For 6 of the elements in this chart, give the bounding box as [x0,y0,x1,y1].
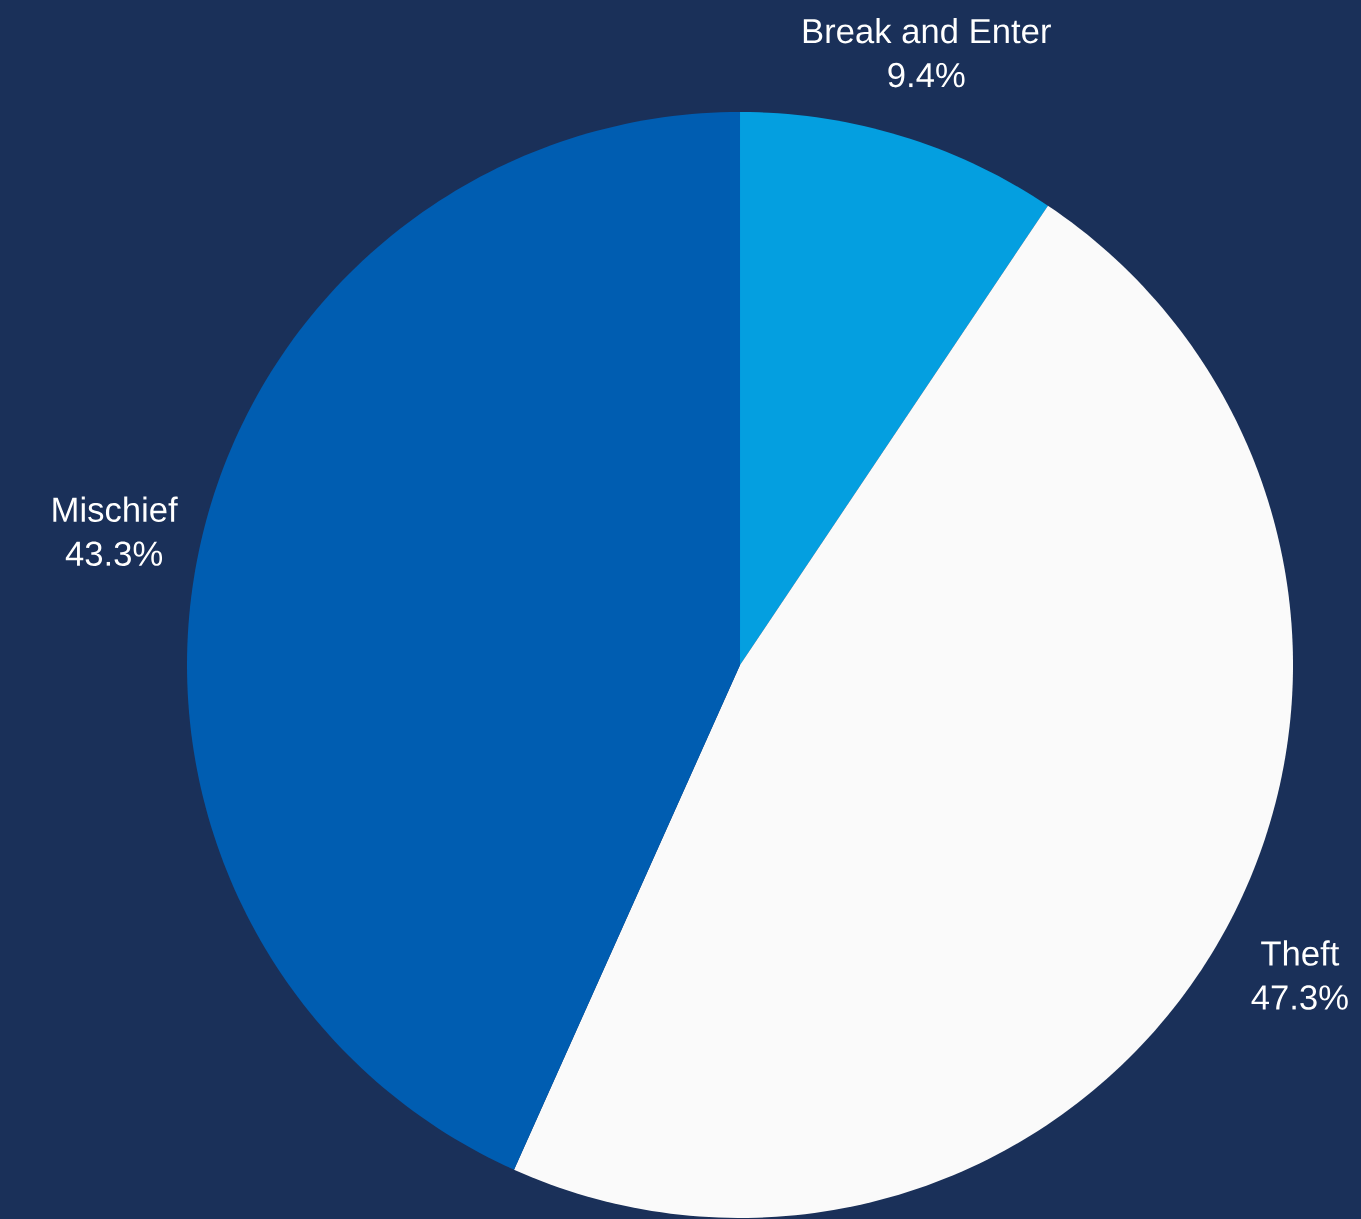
data-label: 9.4% [888,62,965,88]
data-label: 47.3% [1251,985,1348,1010]
slice-label: Break and Enter [803,17,1051,44]
slice-label: Theft [1261,940,1340,966]
data-label: 43.3% [65,541,163,566]
slice-label: Mischief [53,496,178,522]
